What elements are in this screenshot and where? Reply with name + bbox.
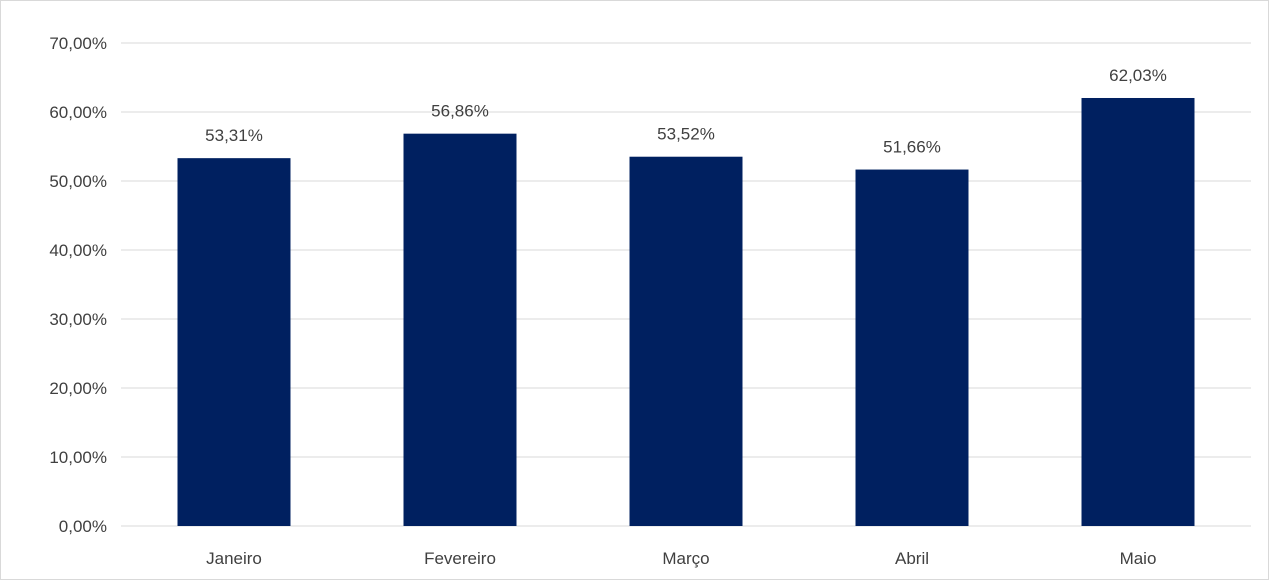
- x-axis-category-labels: Janeiro Fevereiro Março Abril Maio: [206, 549, 1156, 568]
- y-tick-label: 60,00%: [49, 103, 107, 122]
- bar: [855, 169, 969, 526]
- bar: [629, 156, 743, 526]
- bar: [177, 158, 291, 526]
- x-category-label: Março: [662, 549, 709, 568]
- bar: [403, 133, 517, 526]
- data-label: 53,52%: [657, 125, 715, 144]
- data-label: 53,31%: [205, 126, 263, 145]
- data-label: 62,03%: [1109, 66, 1167, 85]
- bar: [1081, 97, 1195, 527]
- y-tick-label: 10,00%: [49, 448, 107, 467]
- y-tick-label: 20,00%: [49, 379, 107, 398]
- y-tick-label: 70,00%: [49, 34, 107, 53]
- y-tick-label: 30,00%: [49, 310, 107, 329]
- data-label: 51,66%: [883, 138, 941, 157]
- y-tick-label: 40,00%: [49, 241, 107, 260]
- y-tick-label: 50,00%: [49, 172, 107, 191]
- data-label: 56,86%: [431, 102, 489, 121]
- data-labels: 53,31% 56,86% 53,52% 51,66% 62,03%: [205, 66, 1167, 157]
- x-category-label: Fevereiro: [424, 549, 496, 568]
- bars: [177, 97, 1195, 527]
- y-axis-tick-labels: 0,00% 10,00% 20,00% 30,00% 40,00% 50,00% 60,00…: [49, 34, 107, 536]
- x-category-label: Maio: [1120, 549, 1157, 568]
- x-category-label: Janeiro: [206, 549, 262, 568]
- x-category-label: Abril: [895, 549, 929, 568]
- y-tick-label: 0,00%: [59, 517, 107, 536]
